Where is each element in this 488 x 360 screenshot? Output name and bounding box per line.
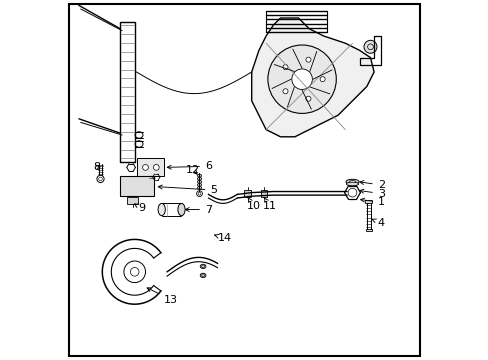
Text: 4: 4 xyxy=(371,218,384,228)
Text: 3: 3 xyxy=(359,189,384,199)
Text: 11: 11 xyxy=(262,198,276,211)
Circle shape xyxy=(142,165,148,170)
Ellipse shape xyxy=(346,179,358,184)
Text: 7: 7 xyxy=(185,204,212,215)
Circle shape xyxy=(291,69,312,90)
Bar xyxy=(120,176,154,196)
Text: 5: 5 xyxy=(158,185,217,195)
Circle shape xyxy=(305,96,310,101)
Text: 2: 2 xyxy=(359,180,384,190)
Ellipse shape xyxy=(346,182,358,186)
Ellipse shape xyxy=(197,180,201,183)
Circle shape xyxy=(305,57,310,62)
Circle shape xyxy=(283,89,287,94)
Text: 14: 14 xyxy=(214,233,231,243)
Ellipse shape xyxy=(197,186,201,189)
Ellipse shape xyxy=(348,181,355,183)
Polygon shape xyxy=(251,18,373,137)
Bar xyxy=(244,190,250,197)
Ellipse shape xyxy=(200,273,205,278)
Circle shape xyxy=(363,40,376,53)
Text: 9: 9 xyxy=(134,203,145,213)
Circle shape xyxy=(267,45,336,113)
Bar xyxy=(127,197,138,204)
Text: 1: 1 xyxy=(360,197,384,207)
Bar xyxy=(365,200,371,203)
Text: 13: 13 xyxy=(147,288,177,305)
Bar xyxy=(365,229,371,231)
Text: 12: 12 xyxy=(186,165,200,175)
Text: 8: 8 xyxy=(93,162,100,172)
Ellipse shape xyxy=(197,184,201,186)
Ellipse shape xyxy=(158,203,165,216)
Ellipse shape xyxy=(197,177,201,180)
Circle shape xyxy=(153,165,159,170)
Ellipse shape xyxy=(178,203,185,216)
Ellipse shape xyxy=(197,174,201,177)
Circle shape xyxy=(320,77,325,82)
Text: 6: 6 xyxy=(167,161,212,171)
Bar xyxy=(136,158,163,176)
Text: 10: 10 xyxy=(246,198,260,211)
Circle shape xyxy=(283,64,287,69)
Bar xyxy=(260,190,266,197)
Ellipse shape xyxy=(200,264,205,269)
